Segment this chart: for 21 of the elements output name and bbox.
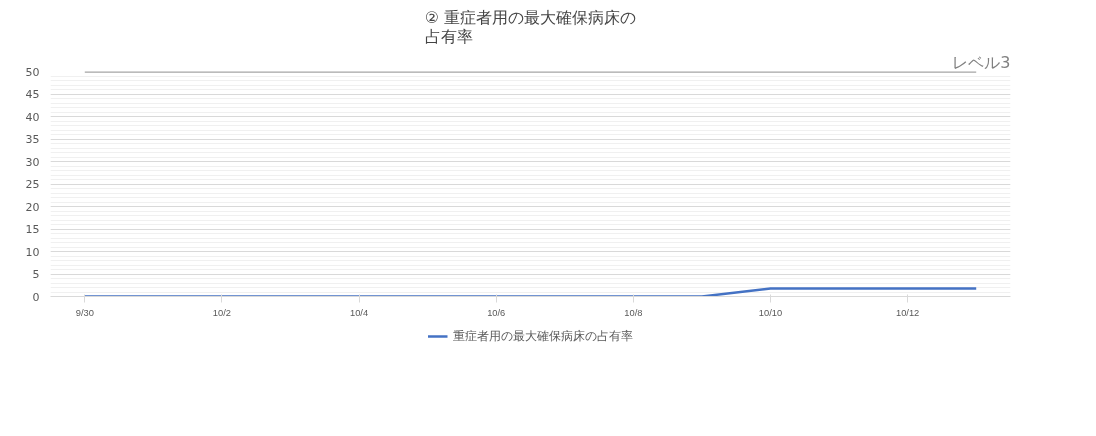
chart-title: ② 重症者用の最大確保病床の占有率 [424, 7, 637, 46]
x-tick-label: 10/2 [212, 307, 232, 318]
x-tick-label: 10/6 [487, 307, 506, 318]
ref-line-label: レベル3 [952, 52, 1011, 72]
y-tick-label: 20 [25, 200, 40, 214]
y-tick-label: 5 [32, 268, 40, 281]
legend-label: 重症者用の最大確保病床の占有率 [452, 327, 633, 345]
x-tick-label: 10/10 [758, 307, 783, 318]
x-tick-label: 9/30 [75, 307, 94, 318]
x-tick-label: 10/12 [895, 307, 920, 318]
y-tick-label: 15 [25, 223, 40, 236]
y-tick-label: 0 [32, 290, 40, 304]
y-tick-label: 10 [25, 245, 40, 259]
x-tick-label: 10/4 [349, 307, 369, 318]
y-tick-label: 25 [25, 178, 40, 191]
y-tick-label: 30 [25, 155, 40, 169]
x-tick-label: 10/8 [624, 307, 643, 318]
y-tick-label: 45 [25, 88, 40, 101]
y-tick-label: 35 [25, 133, 40, 146]
y-tick-label: 40 [25, 110, 40, 124]
y-tick-label: 50 [25, 65, 40, 79]
